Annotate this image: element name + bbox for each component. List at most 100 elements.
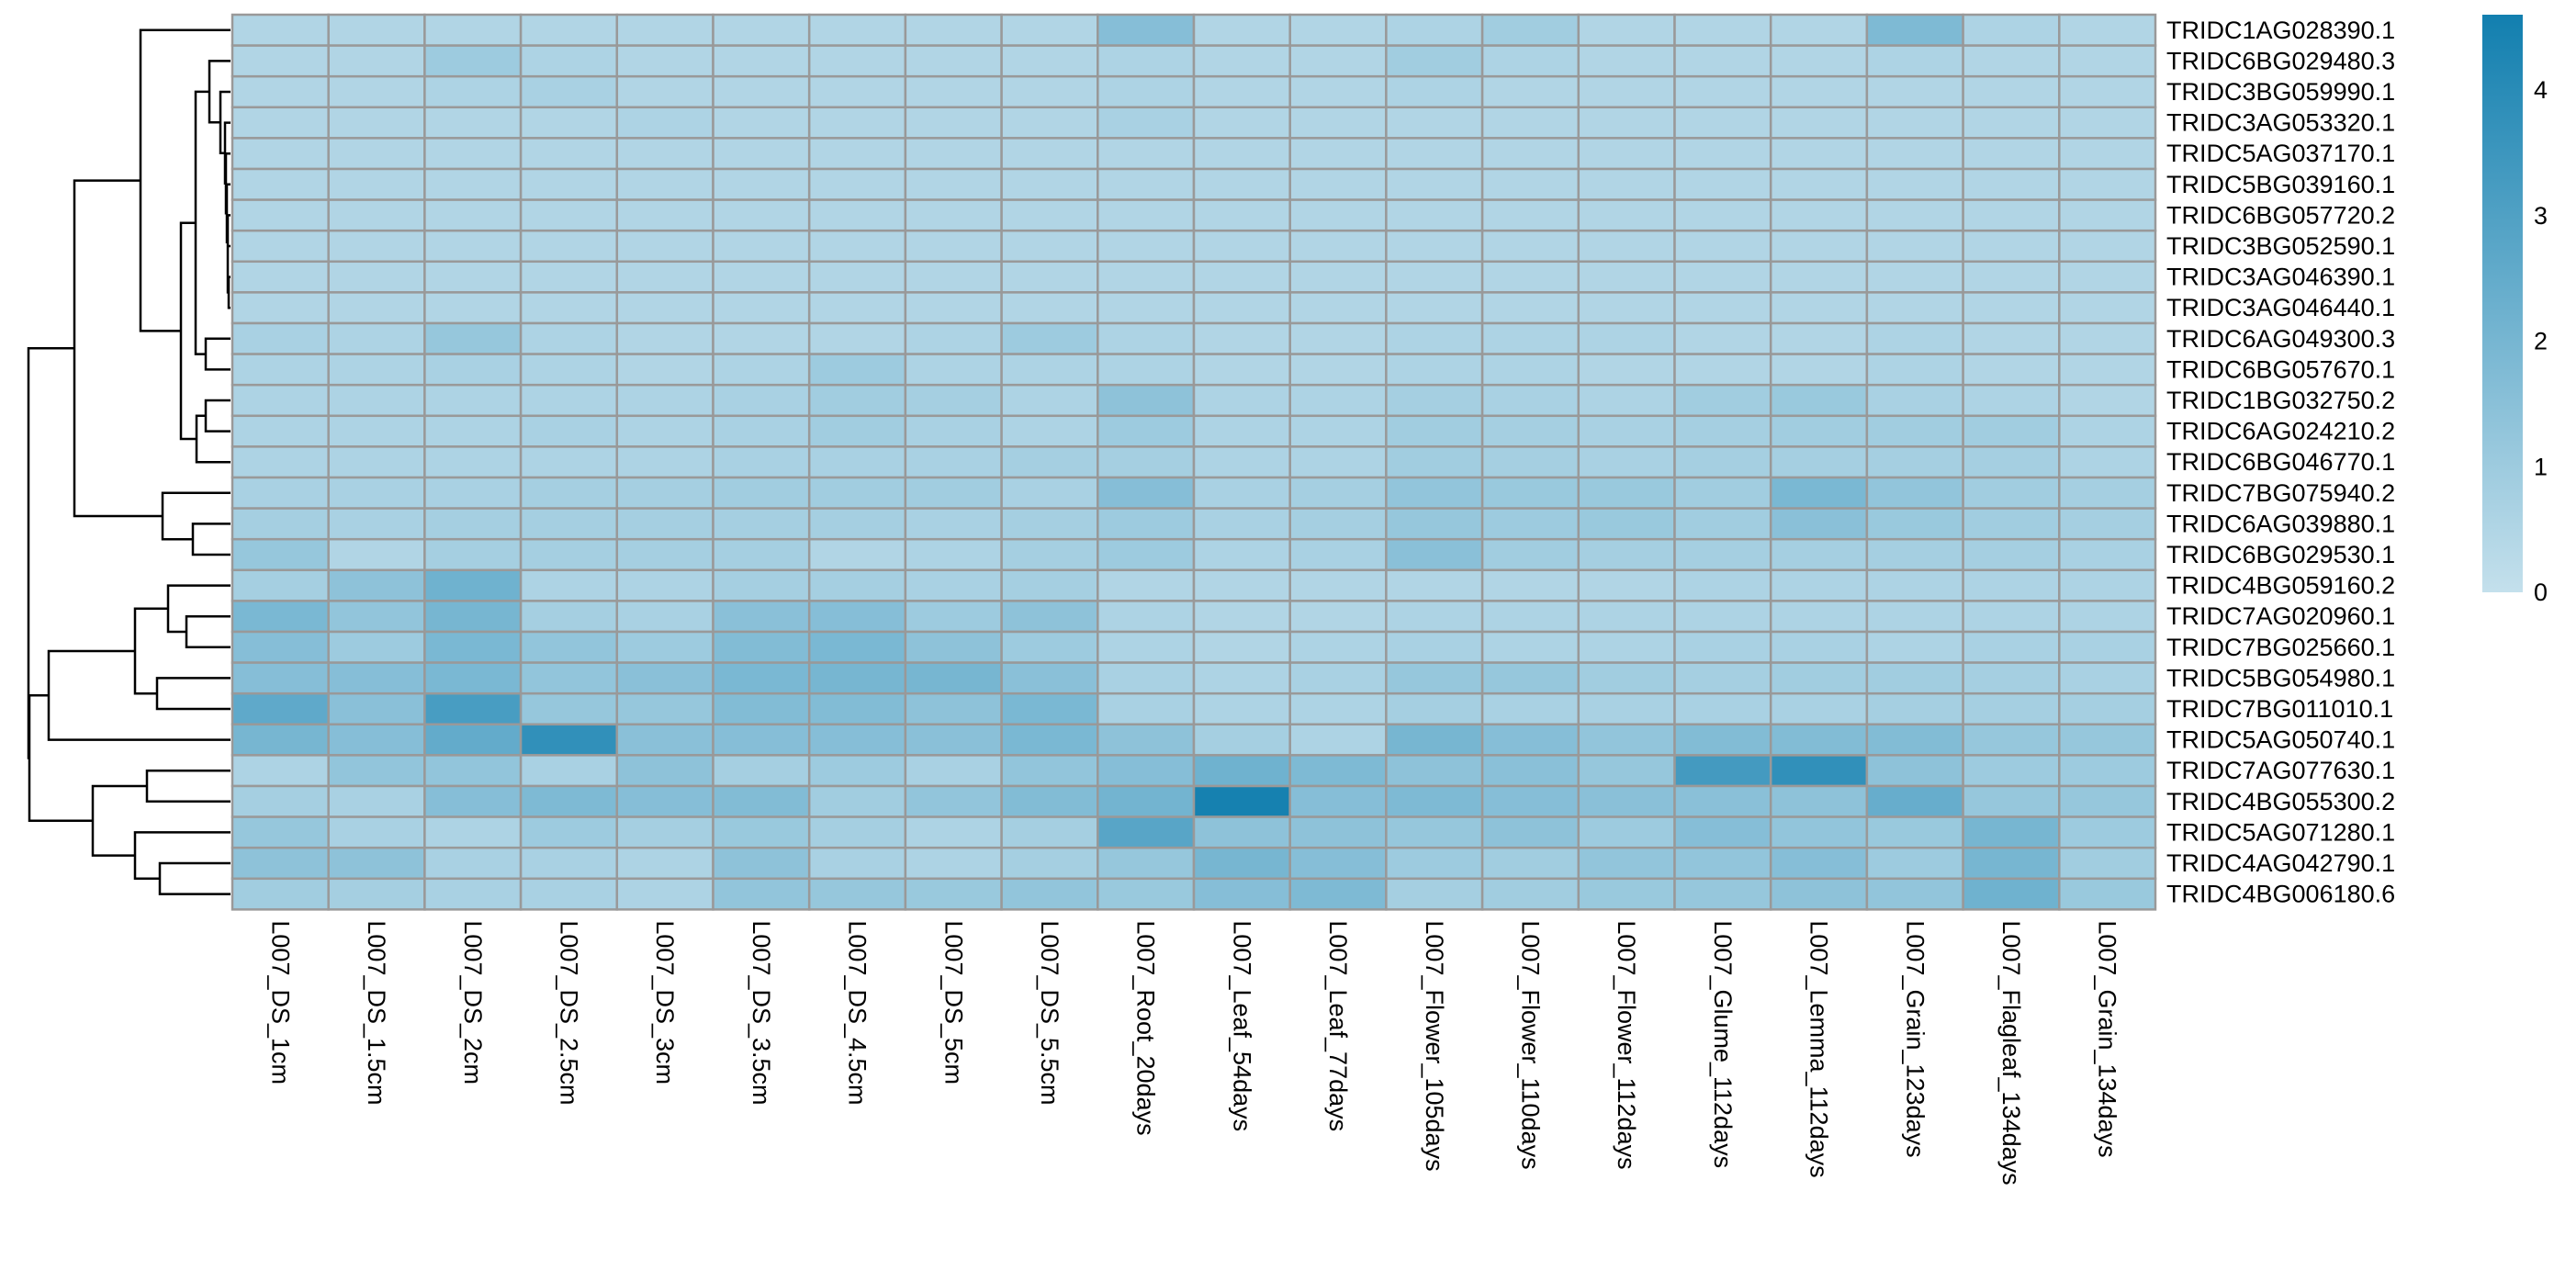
heatmap-cell [231,568,330,602]
legend-tick-label: 2 [2534,328,2548,355]
heatmap-cell [1097,445,1196,479]
heatmap-cell [1865,877,1964,911]
heatmap-cell [1769,44,1869,78]
heatmap-cell [423,353,523,387]
heatmap-cell [1865,600,1964,634]
heatmap-cell [1000,260,1099,294]
heatmap-cell [615,445,714,479]
heatmap-cell [327,600,426,634]
heatmap-cell [1480,229,1580,264]
heatmap-cell [1769,353,1869,387]
heatmap-cell [1865,568,1964,602]
heatmap-cell [807,198,907,232]
heatmap-cell [1097,353,1196,387]
heatmap-cell [2058,383,2157,418]
heatmap-cell [904,784,1003,818]
heatmap-cell [519,476,619,510]
heatmap-cell [1385,44,1484,78]
heatmap-cell [1192,537,1291,572]
row-label: TRIDC7BG011010.1 [2166,695,2393,723]
heatmap-cell [2058,754,2157,788]
heatmap-cell [1192,198,1291,232]
heatmap-cell [807,630,907,664]
heatmap-cell [231,476,330,510]
heatmap-cell [1769,661,1869,695]
heatmap-cell [1480,661,1580,695]
heatmap-cell [807,229,907,264]
heatmap-cell [807,106,907,140]
row-label: TRIDC3AG053320.1 [2166,109,2395,137]
heatmap-cell [327,260,426,294]
heatmap-cell [1097,291,1196,325]
heatmap-cell [1097,74,1196,109]
heatmap-cell [519,754,619,788]
heatmap-cell [1385,630,1484,664]
heatmap-cell [1577,476,1676,510]
heatmap-cell [1288,846,1388,881]
heatmap-cell [327,568,426,602]
heatmap-cell [712,537,811,572]
row-label: TRIDC7AG077630.1 [2166,757,2395,784]
heatmap-cell [1480,476,1580,510]
heatmap-cell [615,44,714,78]
heatmap-cell [1288,661,1388,695]
heatmap-cell [615,476,714,510]
heatmap-cell [1000,784,1099,818]
heatmap-cell [807,661,907,695]
heatmap-cell [712,229,811,264]
heatmap-cell [1673,846,1772,881]
heatmap-cell [327,815,426,849]
row-label: TRIDC3AG046440.1 [2166,294,2395,321]
heatmap-cell [1673,74,1772,109]
heatmap-cell [615,167,714,201]
heatmap-cell [1673,353,1772,387]
heatmap-cell [1480,754,1580,788]
row-label: TRIDC6BG057670.1 [2166,355,2395,383]
heatmap-cell [1865,137,1964,171]
heatmap-cell [1673,476,1772,510]
heatmap-cell [1577,691,1676,726]
row-label: TRIDC5BG039160.1 [2166,171,2395,198]
heatmap-cell [1288,74,1388,109]
heatmap-cell [1000,74,1099,109]
heatmap-cell [1769,537,1869,572]
heatmap-cell [1673,167,1772,201]
heatmap-cell [1865,507,1964,541]
heatmap-cell [1097,106,1196,140]
heatmap-cell [327,537,426,572]
heatmap-cell [1962,476,2061,510]
heatmap-cell [1865,353,1964,387]
heatmap-cell [231,815,330,849]
heatmap-cell [1865,13,1964,47]
column-label: L007_Grain_134days [2094,920,2121,1157]
heatmap-cell [1192,691,1291,726]
heatmap-cell [231,353,330,387]
column-label: L007_Flagleaf_134days [1997,920,2025,1185]
heatmap-cell [327,414,426,448]
heatmap-cell [1385,568,1484,602]
heatmap-cell [1480,321,1580,355]
heatmap-cell [1673,877,1772,911]
heatmap-cell [1480,291,1580,325]
heatmap-cell [327,353,426,387]
heatmap-cell [1480,815,1580,849]
heatmap-cell [1962,137,2061,171]
heatmap-cell [327,754,426,788]
heatmap-cell [807,877,907,911]
heatmap-cell [2058,137,2157,171]
heatmap-cell [1962,691,2061,726]
heatmap-cell [615,414,714,448]
legend-tick-label: 3 [2534,202,2548,230]
heatmap-cell [1288,291,1388,325]
heatmap-cell [327,74,426,109]
heatmap-cell [231,846,330,881]
heatmap-cell [1288,383,1388,418]
heatmap-cell [1962,13,2061,47]
heatmap-cell [1480,13,1580,47]
heatmap-cell [519,383,619,418]
heatmap-cell [1192,13,1291,47]
heatmap-cell [615,353,714,387]
column-label: L007_Root_20days [1132,920,1160,1135]
heatmap-cell [712,784,811,818]
